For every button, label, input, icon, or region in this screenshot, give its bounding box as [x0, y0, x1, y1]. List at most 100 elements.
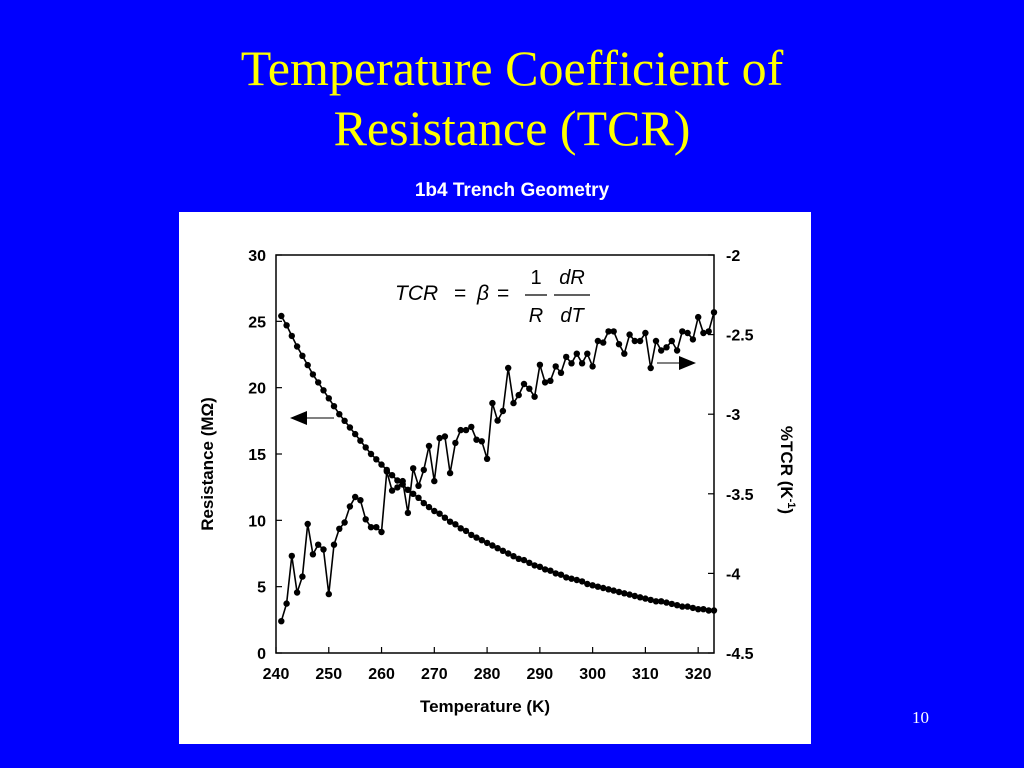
data-point-left — [673, 602, 681, 609]
data-point-right — [325, 590, 332, 598]
data-point-right — [621, 350, 628, 357]
data-point-right — [573, 350, 580, 357]
data-point-right — [531, 393, 538, 400]
data-point-left — [404, 486, 412, 493]
data-point-right — [367, 524, 375, 531]
data-point-right — [315, 541, 322, 548]
data-point-right — [710, 309, 718, 316]
data-point-right — [399, 477, 406, 485]
data-point-right — [536, 361, 544, 368]
data-point-left — [520, 556, 528, 564]
data-point-left — [394, 477, 401, 484]
data-point-left — [573, 576, 580, 584]
series-resistance — [278, 312, 718, 614]
data-point-right — [388, 487, 396, 494]
data-point-left — [483, 539, 491, 547]
data-point-left — [436, 510, 443, 517]
tcr-equation: TCR = β = 1 R dR dT — [395, 267, 590, 327]
data-point-left — [367, 450, 375, 458]
data-point-left — [584, 580, 591, 588]
data-point-left — [589, 582, 596, 589]
data-point-left — [615, 588, 623, 596]
data-point-left — [362, 444, 369, 451]
data-point-left — [610, 587, 617, 594]
data-point-right — [499, 407, 507, 415]
data-point-right — [278, 618, 285, 625]
data-point-left — [278, 312, 285, 320]
arrow-left-head — [290, 411, 307, 425]
right-y-tick-label: -3.5 — [726, 487, 754, 504]
data-point-right — [684, 329, 691, 337]
data-point-right — [425, 442, 433, 450]
data-point-left — [431, 507, 438, 515]
data-point-left — [600, 584, 607, 592]
equation-numerator-2: dR — [559, 267, 585, 289]
data-point-right — [468, 423, 475, 431]
series-tcr — [278, 309, 718, 625]
data-point-right — [462, 426, 470, 434]
equation-beta: β — [476, 282, 489, 305]
data-point-left — [547, 567, 554, 574]
right-y-tick-label: -2 — [726, 248, 740, 265]
left-y-tick-label: 15 — [248, 447, 266, 464]
data-point-right — [578, 360, 586, 367]
data-point-left — [462, 527, 470, 535]
data-point-left — [515, 555, 522, 562]
data-point-right — [383, 468, 390, 475]
data-point-left — [425, 503, 433, 511]
data-point-right — [563, 353, 570, 361]
data-point-right — [663, 344, 670, 351]
right-y-tick-label: -3 — [726, 407, 740, 424]
data-point-left — [352, 430, 359, 438]
equation-equals-1: = — [454, 282, 466, 305]
left-y-tick-label: 0 — [257, 646, 266, 663]
data-point-right — [362, 516, 369, 523]
data-point-left — [642, 595, 649, 602]
x-tick-label: 290 — [527, 666, 554, 683]
data-point-left — [689, 604, 697, 612]
right-y-axis: -4.5 -4 -3.5 -3 -2.5 -2 — [708, 248, 754, 663]
x-tick-label: 310 — [632, 666, 659, 683]
right-axis-label: %TCR (K-1) — [777, 426, 797, 514]
data-point-right — [636, 337, 644, 345]
data-point-right — [373, 524, 380, 531]
data-point-left — [315, 379, 322, 386]
data-point-left — [304, 361, 311, 369]
arrow-to-right-axis — [657, 356, 696, 370]
data-point-right — [494, 417, 501, 424]
data-point-left — [541, 566, 549, 573]
data-point-right — [283, 600, 290, 607]
data-point-right — [404, 509, 412, 517]
data-point-left — [410, 490, 417, 497]
data-point-left — [679, 603, 686, 610]
data-point-left — [473, 534, 480, 541]
data-point-left — [705, 607, 712, 614]
data-point-right — [605, 328, 612, 335]
data-point-right — [293, 589, 301, 596]
data-point-left — [605, 586, 612, 593]
data-point-left — [578, 578, 586, 585]
data-point-right — [304, 520, 311, 528]
data-point-right — [652, 337, 660, 345]
data-point-left — [668, 600, 675, 608]
data-point-left — [336, 411, 343, 418]
data-point-right — [357, 497, 364, 504]
data-point-right — [610, 328, 617, 335]
data-point-left — [621, 590, 628, 597]
data-point-right — [478, 438, 485, 445]
right-y-tick-label: -2.5 — [726, 328, 754, 345]
data-point-right — [410, 465, 417, 472]
data-point-right — [552, 363, 559, 370]
left-y-tick-label: 20 — [248, 381, 266, 398]
data-point-right — [679, 328, 686, 335]
data-point-right — [515, 391, 522, 399]
series-line-right — [280, 312, 715, 622]
equation-equals-2: = — [497, 282, 509, 305]
x-tick-label: 240 — [263, 666, 290, 683]
data-point-left — [452, 521, 459, 528]
data-point-right — [526, 385, 533, 392]
data-point-right — [299, 573, 306, 580]
x-tick-label: 280 — [474, 666, 501, 683]
x-tick-label: 270 — [421, 666, 448, 683]
data-point-right — [346, 503, 354, 510]
